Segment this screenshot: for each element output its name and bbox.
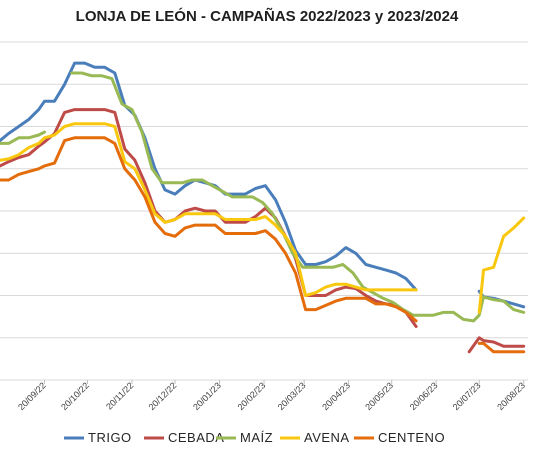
x-tick-label: 20/08/23 (495, 380, 527, 412)
series-lines (0, 61, 526, 354)
legend-label-avena: AVENA (304, 430, 350, 445)
series-line-centeno (477, 341, 526, 354)
x-tick-label: 20/09/22 (16, 380, 48, 412)
series-line-trigo (0, 61, 418, 292)
series-line-centeno (0, 136, 418, 323)
legend-label-maiz: MAÍZ (240, 430, 273, 445)
legend: TRIGO CEBADA MAÍZ AVENA CENTENO (64, 430, 445, 445)
x-tick-label: 20/05/23 (363, 380, 395, 412)
chart-title: LONJA DE LEÓN - CAMPAÑAS 2022/2023 y 202… (75, 8, 459, 25)
x-tick-label: 20/03/23 (276, 380, 308, 412)
series-line-avena (0, 122, 418, 297)
legend-label-centeno: CENTENO (378, 430, 445, 445)
series-line-cebada (0, 108, 418, 328)
x-tick-label: 20/04/23 (320, 380, 352, 412)
x-tick-label: 20/11/22 (104, 380, 135, 411)
x-tick-label: 20/06/23 (408, 380, 440, 412)
series-line-maiz (70, 71, 526, 323)
series-line-avena (477, 216, 526, 314)
series-line-cebada (467, 336, 526, 354)
x-tick-label: 20/02/23 (236, 380, 268, 412)
x-tick-label: 20/10/22 (59, 380, 91, 412)
legend-label-trigo: TRIGO (88, 430, 132, 445)
legend-label-cebada: CEBADA (168, 430, 224, 445)
x-tick-label: 20/07/23 (451, 380, 483, 412)
series-line-maiz (0, 130, 46, 145)
x-axis-ticks: 20/09/22 20/10/22 20/11/22 20/12/22 20/01/23… (16, 380, 527, 412)
x-tick-label: 20/01/23 (191, 380, 223, 412)
x-tick-label: 20/12/22 (147, 380, 179, 412)
